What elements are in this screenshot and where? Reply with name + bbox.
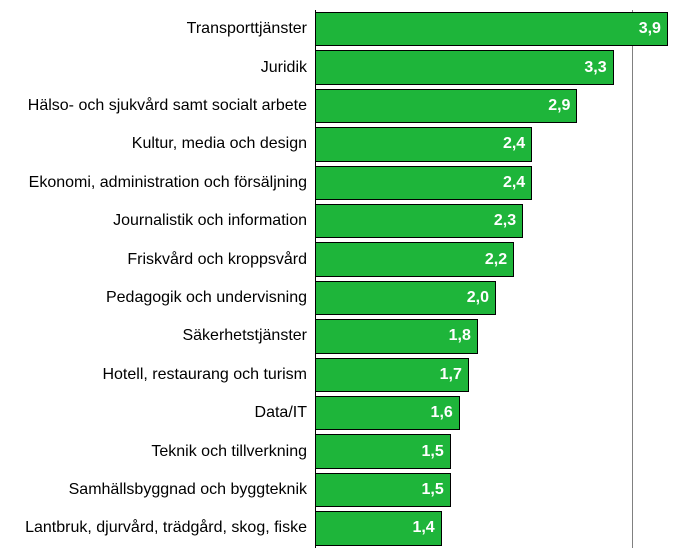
bar: 1,5 xyxy=(315,434,451,468)
bar-value-label: 2,4 xyxy=(503,174,525,192)
bar: 1,5 xyxy=(315,473,451,507)
bar-value-label: 1,6 xyxy=(431,404,453,422)
bar-row: Lantbruk, djurvård, trädgård, skog, fisk… xyxy=(315,509,677,547)
bar-value-label: 2,4 xyxy=(503,135,525,153)
category-label: Lantbruk, djurvård, trädgård, skog, fisk… xyxy=(25,519,315,537)
bar-row: Hotell, restaurang och turism1,7 xyxy=(315,356,677,394)
category-label: Pedagogik och undervisning xyxy=(106,289,315,307)
category-label: Säkerhetstjänster xyxy=(182,327,315,345)
bar-value-label: 2,3 xyxy=(494,212,516,230)
bar-row: Journalistik och information2,3 xyxy=(315,202,677,240)
plot-area: Transporttjänster3,9Juridik3,3Hälso- och… xyxy=(315,10,677,548)
bar-row: Friskvård och kroppsvård2,2 xyxy=(315,240,677,278)
bar-row: Teknik och tillverkning1,5 xyxy=(315,432,677,470)
bar-value-label: 3,3 xyxy=(584,59,606,77)
category-label: Samhällsbyggnad och byggteknik xyxy=(69,481,315,499)
bar-value-label: 1,4 xyxy=(412,519,434,537)
bar: 3,3 xyxy=(315,50,614,84)
bar-value-label: 2,0 xyxy=(467,289,489,307)
category-label: Hotell, restaurang och turism xyxy=(102,366,315,384)
bar: 1,8 xyxy=(315,319,478,353)
bar-row: Säkerhetstjänster1,8 xyxy=(315,317,677,355)
bar-row: Pedagogik och undervisning2,0 xyxy=(315,279,677,317)
bar: 1,6 xyxy=(315,396,460,430)
bar: 2,4 xyxy=(315,166,532,200)
bar-value-label: 1,5 xyxy=(422,481,444,499)
chart-container: Transporttjänster3,9Juridik3,3Hälso- och… xyxy=(0,0,692,555)
bar-value-label: 1,8 xyxy=(449,327,471,345)
category-label: Data/IT xyxy=(255,404,315,422)
category-label: Kultur, media och design xyxy=(132,135,315,153)
bar: 2,4 xyxy=(315,127,532,161)
category-label: Friskvård och kroppsvård xyxy=(127,251,315,269)
bar-row: Samhällsbyggnad och byggteknik1,5 xyxy=(315,471,677,509)
category-label: Journalistik och information xyxy=(113,212,315,230)
bar-row: Hälso- och sjukvård samt socialt arbete2… xyxy=(315,87,677,125)
category-label: Juridik xyxy=(261,59,315,77)
bar: 1,4 xyxy=(315,511,442,545)
bar-value-label: 1,5 xyxy=(422,443,444,461)
bar-value-label: 2,2 xyxy=(485,251,507,269)
bar-row: Kultur, media och design2,4 xyxy=(315,125,677,163)
bar-row: Juridik3,3 xyxy=(315,48,677,86)
category-label: Ekonomi, administration och försäljning xyxy=(29,174,315,192)
bar-row: Transporttjänster3,9 xyxy=(315,10,677,48)
category-label: Hälso- och sjukvård samt socialt arbete xyxy=(28,97,315,115)
bar-value-label: 3,9 xyxy=(639,20,661,38)
bar-row: Ekonomi, administration och försäljning2… xyxy=(315,164,677,202)
bar-value-label: 2,9 xyxy=(548,97,570,115)
category-label: Transporttjänster xyxy=(187,20,315,38)
category-label: Teknik och tillverkning xyxy=(151,443,315,461)
bar-row: Data/IT1,6 xyxy=(315,394,677,432)
bar: 2,2 xyxy=(315,242,514,276)
bar-value-label: 1,7 xyxy=(440,366,462,384)
bar: 1,7 xyxy=(315,358,469,392)
bar: 2,3 xyxy=(315,204,523,238)
bar: 2,0 xyxy=(315,281,496,315)
bar: 2,9 xyxy=(315,89,577,123)
bar: 3,9 xyxy=(315,12,668,46)
